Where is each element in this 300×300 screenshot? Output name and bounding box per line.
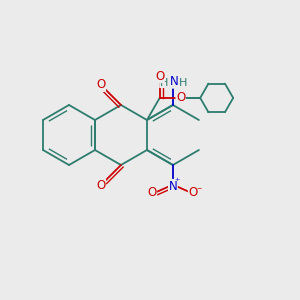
Text: $^-$: $^-$ xyxy=(195,185,203,194)
Text: O: O xyxy=(147,186,157,199)
Text: O: O xyxy=(155,70,164,83)
Text: N: N xyxy=(169,179,177,193)
Text: O: O xyxy=(96,178,106,192)
Text: O: O xyxy=(188,186,198,199)
Text: O: O xyxy=(96,78,106,92)
Text: N: N xyxy=(170,75,179,88)
Text: O: O xyxy=(176,92,185,104)
Text: H: H xyxy=(160,77,168,88)
Text: H: H xyxy=(179,77,188,88)
Text: $^+$: $^+$ xyxy=(173,177,181,186)
